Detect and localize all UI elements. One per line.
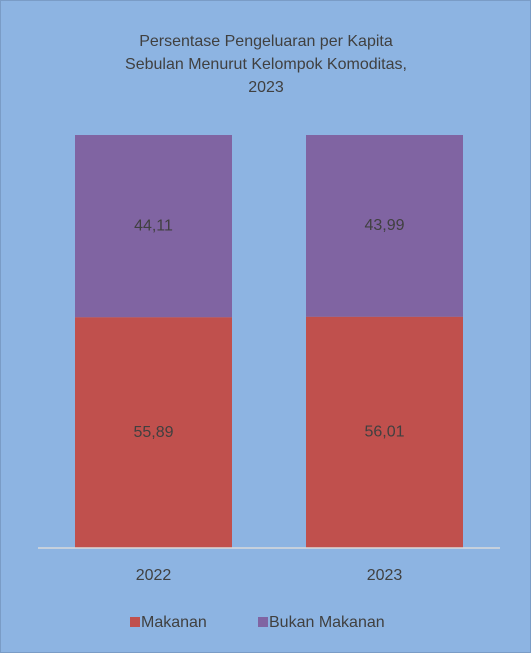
chart-title: 2023 [248, 79, 284, 96]
bar-segment [75, 135, 232, 318]
chart-title: Persentase Pengeluaran per Kapita [139, 33, 393, 50]
bar-segment [75, 317, 232, 548]
bar-segment [306, 135, 463, 317]
bar-segment [306, 316, 463, 548]
legend-swatch [258, 617, 268, 627]
x-tick-label: 2023 [367, 567, 403, 584]
data-label: 44,11 [134, 217, 173, 234]
data-label: 43,99 [364, 217, 404, 234]
chart-title: Sebulan Menurut Kelompok Komoditas, [125, 56, 407, 73]
legend-label: Bukan Makanan [269, 614, 385, 631]
legend-swatch [130, 617, 140, 627]
x-tick-label: 2022 [136, 567, 172, 584]
legend-label: Makanan [141, 614, 207, 631]
data-label: 55,89 [133, 424, 173, 441]
data-label: 56,01 [364, 424, 404, 441]
